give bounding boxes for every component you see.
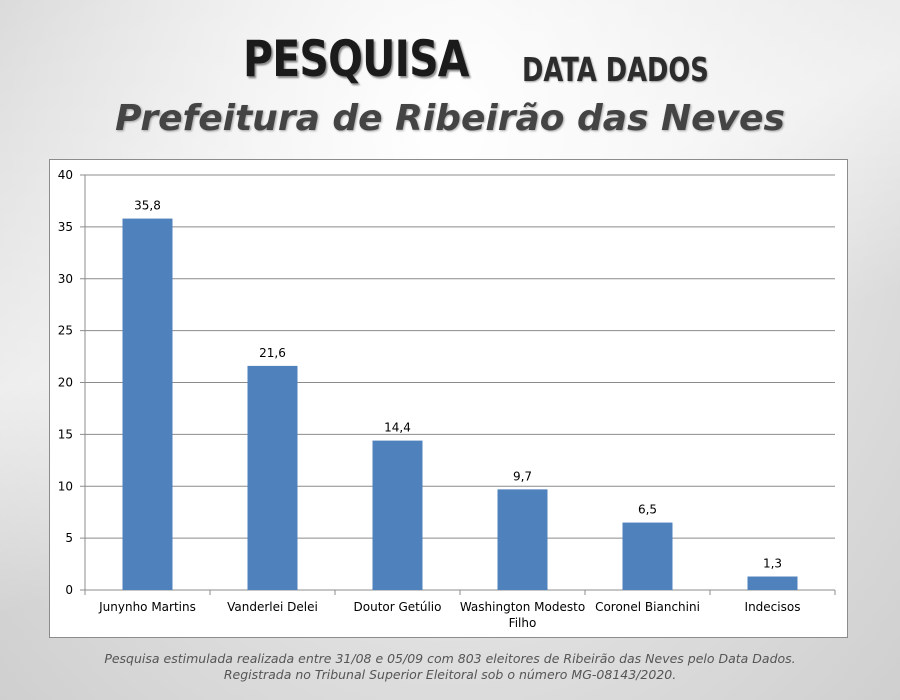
footnote-line-1: Pesquisa estimulada realizada entre 31/0… bbox=[104, 651, 796, 666]
y-tick-label: 30 bbox=[58, 272, 73, 286]
data-label-5: 6,5 bbox=[638, 503, 657, 517]
footnote: Pesquisa estimulada realizada entre 31/0… bbox=[0, 651, 900, 683]
brand-title: PESQUISA bbox=[243, 30, 470, 88]
bar-3 bbox=[372, 440, 423, 590]
category-label-3: Doutor Getúlio bbox=[354, 600, 442, 614]
chart-title: Prefeitura de Ribeirão das Neves bbox=[115, 98, 785, 139]
data-label-4: 9,7 bbox=[513, 469, 532, 483]
category-label-4: Washington Modesto Filho bbox=[460, 600, 585, 630]
bar-1 bbox=[122, 218, 173, 590]
footnote-line-2: Registrada no Tribunal Superior Eleitora… bbox=[223, 667, 677, 682]
data-label-3: 14,4 bbox=[384, 421, 411, 435]
bar-4 bbox=[497, 489, 548, 590]
y-tick-label: 0 bbox=[65, 583, 73, 597]
y-tick-label: 40 bbox=[58, 168, 73, 182]
y-tick-label: 10 bbox=[58, 479, 73, 493]
bar-2 bbox=[247, 365, 298, 590]
bar-6 bbox=[747, 576, 798, 590]
y-tick-label: 5 bbox=[65, 531, 73, 545]
data-label-1: 35,8 bbox=[134, 199, 161, 213]
y-tick-label: 35 bbox=[58, 220, 73, 234]
category-label-1: Junynho Martins bbox=[98, 600, 196, 614]
data-label-2: 21,6 bbox=[259, 346, 286, 360]
bar-5 bbox=[622, 522, 673, 590]
y-tick-label: 20 bbox=[58, 376, 73, 390]
data-label-6: 1,3 bbox=[763, 557, 782, 571]
y-tick-label: 15 bbox=[58, 427, 73, 441]
category-label-2: Vanderlei Delei bbox=[227, 600, 318, 614]
y-tick-label: 25 bbox=[58, 324, 73, 338]
chart-area bbox=[49, 159, 848, 638]
category-label-6: Indecisos bbox=[745, 600, 801, 614]
category-label-5: Coronel Bianchini bbox=[595, 600, 700, 614]
company-name: DATA DADOS bbox=[522, 50, 709, 89]
